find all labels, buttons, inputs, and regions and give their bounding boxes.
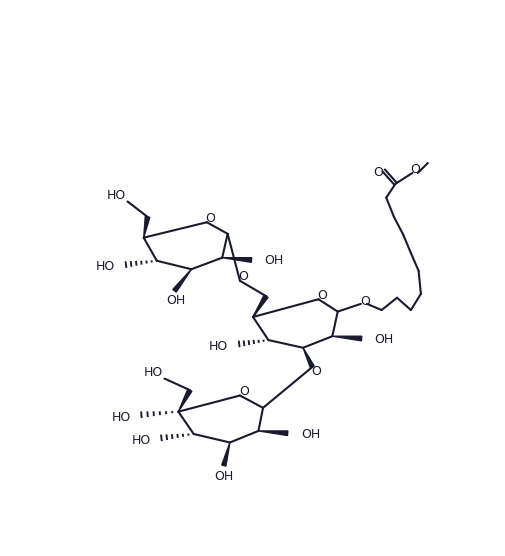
Polygon shape	[253, 295, 268, 317]
Text: HO: HO	[209, 340, 228, 353]
Text: O: O	[238, 270, 248, 284]
Text: HO: HO	[131, 434, 150, 446]
Polygon shape	[222, 443, 230, 466]
Polygon shape	[222, 257, 251, 262]
Text: OH: OH	[375, 333, 394, 346]
Text: O: O	[206, 212, 216, 225]
Polygon shape	[332, 336, 362, 341]
Text: OH: OH	[167, 294, 186, 306]
Text: OH: OH	[265, 254, 284, 267]
Text: O: O	[361, 295, 370, 308]
Polygon shape	[303, 348, 314, 368]
Text: O: O	[411, 163, 421, 176]
Text: HO: HO	[96, 260, 115, 274]
Text: HO: HO	[112, 410, 131, 424]
Polygon shape	[173, 269, 191, 292]
Text: O: O	[318, 289, 327, 302]
Polygon shape	[144, 216, 150, 237]
Text: OH: OH	[301, 428, 320, 440]
Text: HO: HO	[107, 189, 126, 202]
Text: OH: OH	[214, 470, 233, 483]
Polygon shape	[259, 431, 288, 435]
Text: O: O	[239, 385, 249, 398]
Text: HO: HO	[144, 366, 163, 379]
Polygon shape	[178, 389, 192, 411]
Text: O: O	[311, 365, 321, 378]
Text: O: O	[374, 166, 383, 178]
